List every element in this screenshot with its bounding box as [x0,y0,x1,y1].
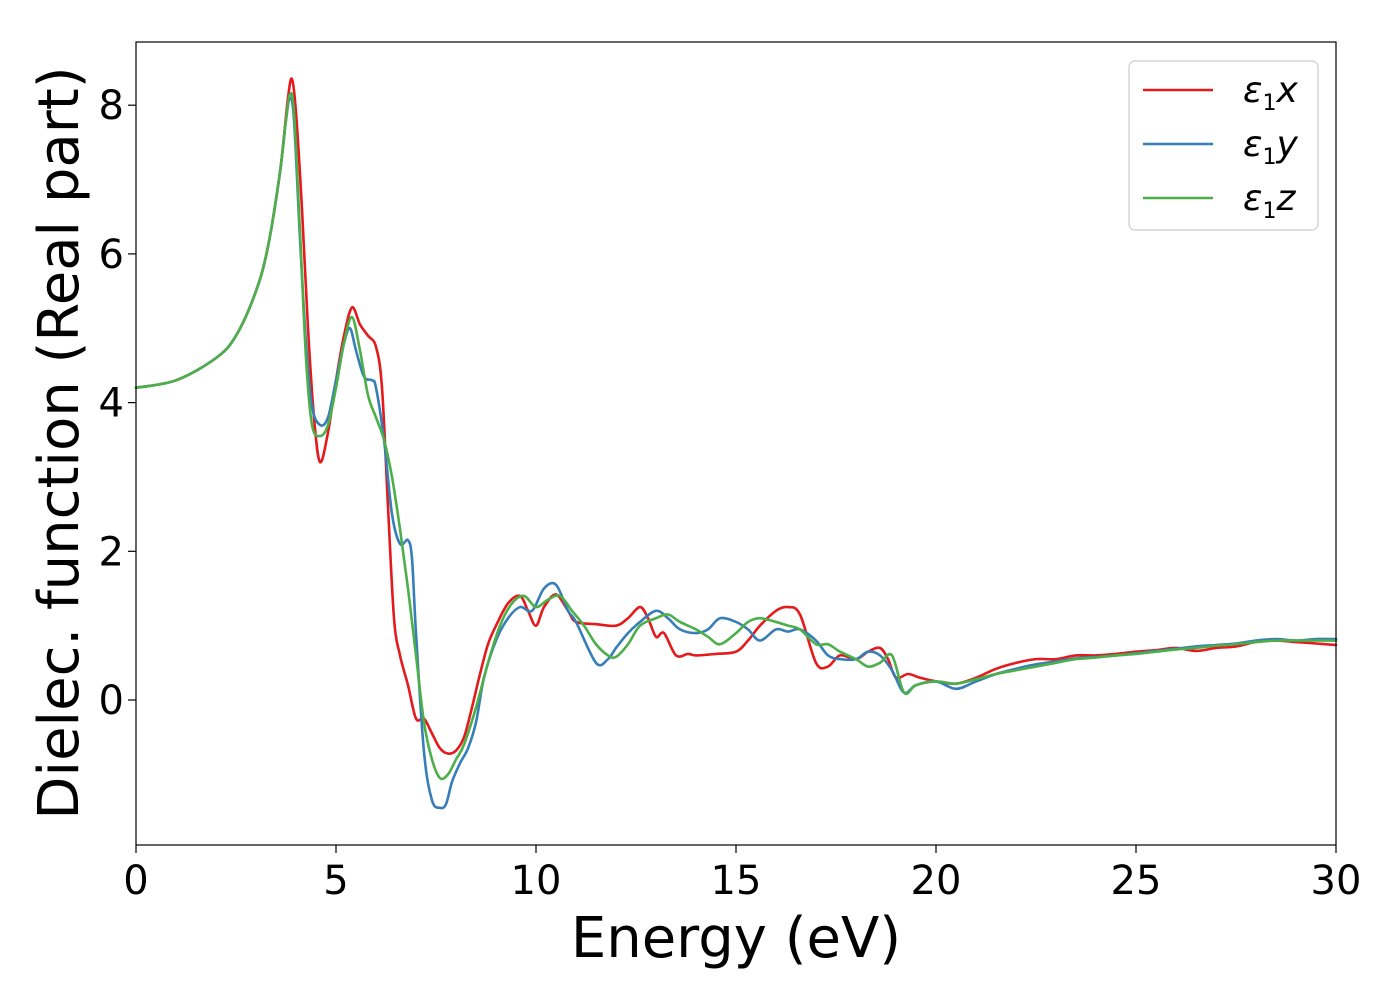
x-tick-label: 10 [511,858,562,904]
y-tick-label: 0 [99,678,124,724]
y-axis: 0 2 4 6 8 [99,83,136,724]
legend-label-x: ε1x [1243,70,1298,116]
legend-label-y: ε1y [1243,124,1298,170]
x-tick-label: 15 [711,858,762,904]
legend-label-z: ε1z [1243,178,1296,224]
y-tick-label: 2 [99,529,124,575]
x-tick-label: 20 [911,858,962,904]
y-tick-label: 4 [99,381,124,427]
series-line-y [134,96,1338,810]
legend: ε1x ε1y ε1z [1128,60,1319,231]
legend-box [1128,60,1319,231]
y-tick-label: 6 [99,232,124,278]
x-tick-label: 0 [123,858,148,904]
x-axis-label: Energy (eV) [571,906,901,971]
x-tick-label: 25 [1111,858,1162,904]
x-tick-label: 5 [323,858,348,904]
y-axis-label: Dielec. function (Real part) [27,66,92,819]
x-axis: 0 5 10 15 20 25 30 [123,845,1361,904]
x-tick-label: 30 [1311,858,1362,904]
series-lines [134,77,1338,810]
series-line-z [134,91,1338,781]
y-tick-label: 8 [99,83,124,129]
